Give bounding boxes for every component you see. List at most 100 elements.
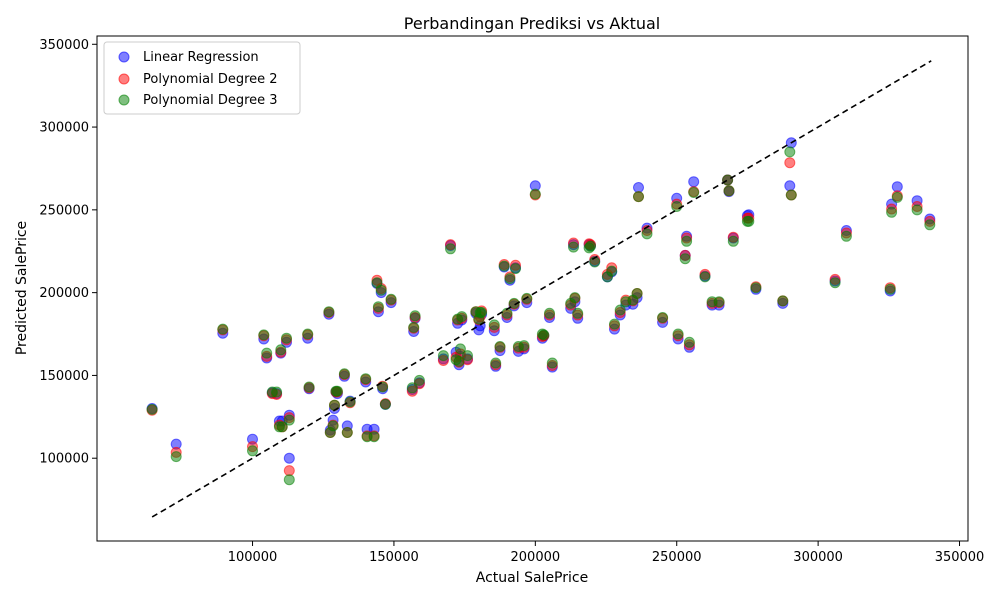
data-point (699, 271, 711, 283)
data-point (508, 297, 520, 309)
x-tick-label: 100000 (228, 550, 278, 565)
data-point (784, 146, 796, 158)
data-point (722, 174, 734, 186)
data-point (688, 176, 700, 188)
data-point (633, 191, 644, 203)
data-point (572, 307, 584, 319)
data-point (569, 292, 581, 304)
data-point (454, 343, 466, 355)
legend-label-linear: Linear Regression (143, 50, 259, 65)
data-point (631, 288, 643, 299)
data-point (671, 201, 683, 212)
data-point (585, 240, 596, 252)
data-point (271, 386, 283, 398)
x-tick-label: 200000 (511, 550, 561, 565)
x-tick-label: 150000 (369, 550, 419, 565)
data-point (784, 157, 796, 169)
data-point (657, 312, 669, 323)
data-point (453, 355, 465, 367)
data-point (406, 382, 418, 394)
data-point (408, 321, 420, 333)
data-point (488, 319, 500, 331)
data-point (886, 206, 898, 218)
y-tick-label: 150000 (39, 369, 89, 384)
legend: Linear Regression Polynomial Degree 2 Po… (103, 41, 301, 115)
data-point (840, 230, 852, 242)
data-point (911, 204, 923, 216)
data-point (283, 474, 295, 486)
data-point (331, 385, 343, 397)
data-point (456, 311, 468, 323)
data-point (679, 253, 691, 265)
data-point (283, 452, 295, 464)
data-point (538, 329, 550, 341)
legend-box (103, 41, 301, 115)
data-point (283, 414, 295, 426)
data-point (518, 340, 530, 352)
data-point (360, 373, 372, 385)
data-point (784, 180, 796, 192)
data-point (437, 350, 449, 362)
data-point (409, 310, 421, 322)
data-point (641, 228, 653, 240)
data-point (777, 295, 789, 307)
data-point (283, 465, 295, 477)
legend-marker-poly3 (118, 94, 130, 106)
y-axis-label: Predicted SalePrice (14, 221, 30, 355)
plot-area (96, 35, 969, 542)
data-point (258, 329, 270, 341)
data-point (884, 283, 896, 295)
data-point (377, 381, 389, 393)
data-point (368, 431, 380, 443)
data-point (891, 191, 903, 203)
data-point (924, 219, 936, 231)
data-point (217, 323, 229, 335)
data-point (750, 282, 762, 294)
data-point (462, 350, 473, 362)
data-point (327, 420, 339, 432)
data-point (323, 306, 335, 318)
data-point (413, 374, 425, 386)
data-point (891, 181, 903, 193)
data-point (379, 398, 391, 410)
legend-label-poly2: Polynomial Degree 2 (143, 72, 278, 87)
x-tick-label: 350000 (935, 550, 985, 565)
y-tick-label: 200000 (39, 286, 89, 301)
data-point (338, 368, 350, 380)
data-point (529, 188, 541, 200)
y-tick-label: 100000 (39, 452, 89, 467)
x-axis-ticks: 100000 150000 200000 250000 300000 350000 (228, 541, 985, 565)
data-point (302, 328, 314, 340)
data-point (375, 284, 387, 296)
data-point (385, 293, 397, 305)
data-point (568, 241, 579, 253)
data-point (606, 265, 618, 277)
data-point (743, 215, 755, 227)
data-points (146, 137, 936, 486)
data-point (544, 307, 555, 319)
data-point (303, 381, 315, 393)
data-point (609, 318, 620, 330)
data-point (276, 421, 288, 433)
y-axis-ticks: 100000 150000 200000 250000 300000 350000 (39, 38, 97, 467)
y-tick-label: 350000 (39, 38, 89, 53)
data-point (476, 307, 488, 318)
x-axis-label: Actual SalePrice (476, 570, 588, 586)
y-tick-label: 250000 (39, 203, 89, 218)
data-point (633, 182, 644, 193)
data-point (785, 189, 797, 201)
data-point (688, 187, 700, 198)
y-tick-label: 300000 (39, 121, 89, 136)
legend-marker-linear (118, 51, 130, 63)
data-point (504, 273, 516, 285)
x-tick-label: 250000 (652, 550, 702, 565)
data-point (672, 328, 684, 340)
data-point (146, 403, 158, 415)
data-point (494, 341, 506, 352)
data-point (170, 451, 182, 463)
data-point (490, 357, 502, 369)
x-tick-label: 300000 (793, 550, 843, 565)
data-point (727, 235, 739, 247)
data-point (510, 263, 521, 275)
